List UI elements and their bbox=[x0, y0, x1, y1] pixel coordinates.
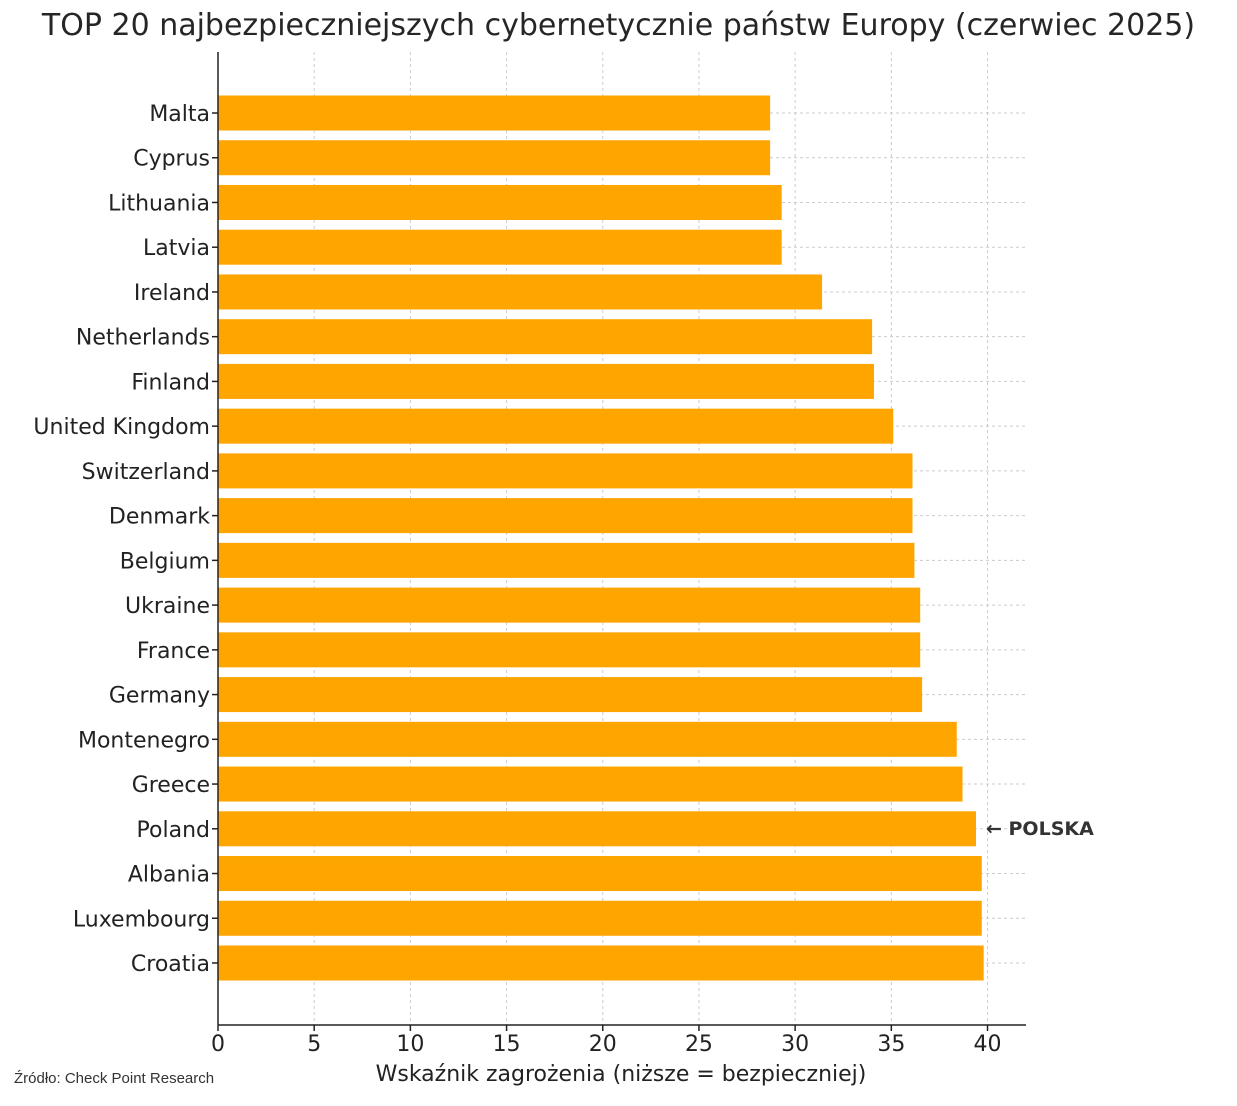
bar-ireland bbox=[218, 274, 823, 310]
y-tick-label: Belgium bbox=[120, 549, 210, 574]
poland-annotation: ← POLSKA bbox=[986, 818, 1094, 840]
y-tick-label: Latvia bbox=[143, 236, 210, 261]
bar-latvia bbox=[218, 229, 782, 265]
bar-germany bbox=[218, 677, 923, 713]
bar-netherlands bbox=[218, 319, 873, 355]
bar-greece bbox=[218, 766, 963, 802]
axes bbox=[212, 52, 1026, 1031]
y-tick-label: Cyprus bbox=[133, 147, 210, 172]
x-tick-label: 10 bbox=[396, 1032, 424, 1057]
bar-malta bbox=[218, 95, 771, 131]
y-tick-label: Lithuania bbox=[108, 191, 210, 216]
bar-denmark bbox=[218, 498, 913, 534]
labels: 0 5 10 15 20 25 30 35 40 Malta Cyprus Lithuania Latv… bbox=[33, 102, 1094, 1057]
x-tick-label: 0 bbox=[211, 1032, 225, 1057]
bar-albania bbox=[218, 856, 982, 892]
bar-lithuania bbox=[218, 184, 782, 220]
y-tick-label: Ukraine bbox=[125, 594, 210, 619]
x-tick-label: 15 bbox=[493, 1032, 521, 1057]
bar-montenegro bbox=[218, 721, 957, 757]
bar-ukraine bbox=[218, 587, 921, 623]
bar-luxembourg bbox=[218, 900, 982, 936]
y-tick-label: Greece bbox=[132, 773, 210, 798]
bars bbox=[218, 95, 984, 981]
x-tick-label: 20 bbox=[589, 1032, 617, 1057]
y-tick-label: Albania bbox=[128, 863, 210, 888]
bar-poland bbox=[218, 811, 976, 847]
y-tick-label: Netherlands bbox=[76, 326, 210, 351]
y-tick-label: Malta bbox=[149, 102, 210, 127]
bar-united-kingdom bbox=[218, 408, 894, 444]
y-tick-label: Germany bbox=[109, 684, 210, 709]
y-tick-label: Switzerland bbox=[82, 460, 210, 485]
y-tick-label: France bbox=[137, 639, 210, 664]
x-tick-label: 25 bbox=[685, 1032, 713, 1057]
source-note: Źródło: Check Point Research bbox=[14, 1070, 215, 1087]
y-tick-label: Denmark bbox=[109, 505, 210, 530]
x-tick-label: 40 bbox=[974, 1032, 1002, 1057]
y-tick-label: Poland bbox=[137, 818, 210, 843]
x-tick-label: 5 bbox=[307, 1032, 321, 1057]
y-tick-label: Luxembourg bbox=[73, 907, 210, 932]
y-tick-label: Montenegro bbox=[78, 728, 210, 753]
y-tick-label: Croatia bbox=[131, 952, 210, 977]
x-axis-label: Wskaźnik zagrożenia (niższe = bezpieczni… bbox=[376, 1062, 867, 1087]
bar-belgium bbox=[218, 542, 915, 578]
bar-switzerland bbox=[218, 453, 913, 489]
y-tick-label: Ireland bbox=[134, 281, 210, 306]
chart-title: TOP 20 najbezpieczniejszych cybernetyczn… bbox=[41, 8, 1196, 43]
x-tick-label: 30 bbox=[781, 1032, 809, 1057]
bar-cyprus bbox=[218, 140, 771, 176]
bar-finland bbox=[218, 363, 875, 399]
bar-croatia bbox=[218, 945, 984, 981]
x-tick-label: 35 bbox=[877, 1032, 905, 1057]
bar-france bbox=[218, 632, 921, 668]
y-tick-label: Finland bbox=[131, 370, 210, 395]
y-tick-label: United Kingdom bbox=[33, 415, 210, 440]
